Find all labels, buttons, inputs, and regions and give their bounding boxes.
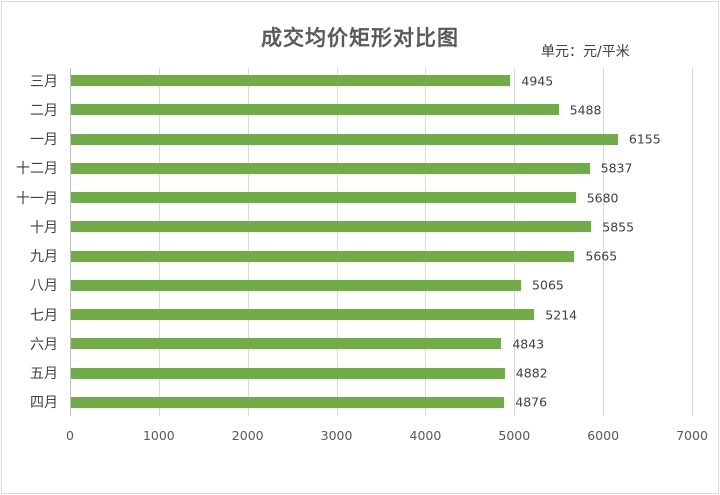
gridline	[336, 68, 338, 416]
data-label: 5665	[585, 248, 618, 264]
gridline	[603, 68, 605, 416]
bar[interactable]	[71, 309, 535, 320]
bar[interactable]	[71, 75, 511, 86]
category-label: 五月	[30, 366, 58, 382]
unit-label: 单元：元/平米	[541, 44, 630, 60]
gridline	[692, 68, 693, 416]
category-label: 十一月	[16, 190, 58, 207]
data-label: 5065	[532, 277, 564, 293]
bar[interactable]	[71, 104, 559, 116]
data-label: 5837	[600, 160, 633, 176]
category-label: 四月	[30, 395, 58, 412]
data-label: 6155	[628, 131, 661, 147]
x-tick-label: 2000	[231, 428, 264, 443]
gridline	[247, 68, 249, 416]
gridline	[425, 68, 427, 416]
x-tick-label: 3000	[320, 428, 353, 443]
x-tick-label: 1000	[142, 428, 175, 443]
data-label: 5680	[586, 190, 619, 205]
category-label: 三月	[30, 73, 58, 90]
category-label: 十二月	[16, 161, 58, 178]
category-label: 八月	[30, 278, 58, 295]
x-tick-label: 0	[66, 428, 74, 443]
category-label: 六月	[30, 336, 58, 353]
data-label: 5214	[545, 307, 578, 322]
data-label: 5488	[569, 102, 602, 118]
bar[interactable]	[71, 396, 505, 408]
bar[interactable]	[71, 162, 590, 174]
x-tick-label: 6000	[587, 428, 620, 443]
chart-title: 成交均价矩形对比图	[261, 26, 459, 50]
bar[interactable]	[71, 250, 575, 262]
data-label: 5855	[602, 219, 635, 235]
bar[interactable]	[71, 367, 505, 379]
data-label: 4843	[512, 336, 545, 352]
x-tick-label: 4000	[409, 428, 442, 443]
bar[interactable]	[71, 133, 618, 145]
bar[interactable]	[71, 279, 522, 291]
data-label: 4876	[515, 394, 548, 410]
category-label: 九月	[30, 249, 58, 265]
bar[interactable]	[71, 338, 502, 350]
x-tick-label: 5000	[498, 428, 531, 443]
category-label: 一月	[30, 132, 58, 148]
category-label: 十月	[30, 219, 58, 236]
bar[interactable]	[71, 192, 576, 203]
category-label: 二月	[30, 102, 58, 119]
plot-area: 4945 5488 6155 5837 5680 5855 5665 5065 5214 4843…	[70, 68, 693, 416]
bar[interactable]	[71, 221, 592, 233]
category-axis-line	[70, 68, 71, 416]
x-tick-label: 7000	[676, 428, 708, 443]
data-label: 4945	[521, 73, 554, 88]
gridline	[514, 68, 516, 416]
gridline	[158, 68, 160, 416]
category-label: 七月	[30, 307, 58, 324]
data-label: 4882	[515, 365, 548, 381]
